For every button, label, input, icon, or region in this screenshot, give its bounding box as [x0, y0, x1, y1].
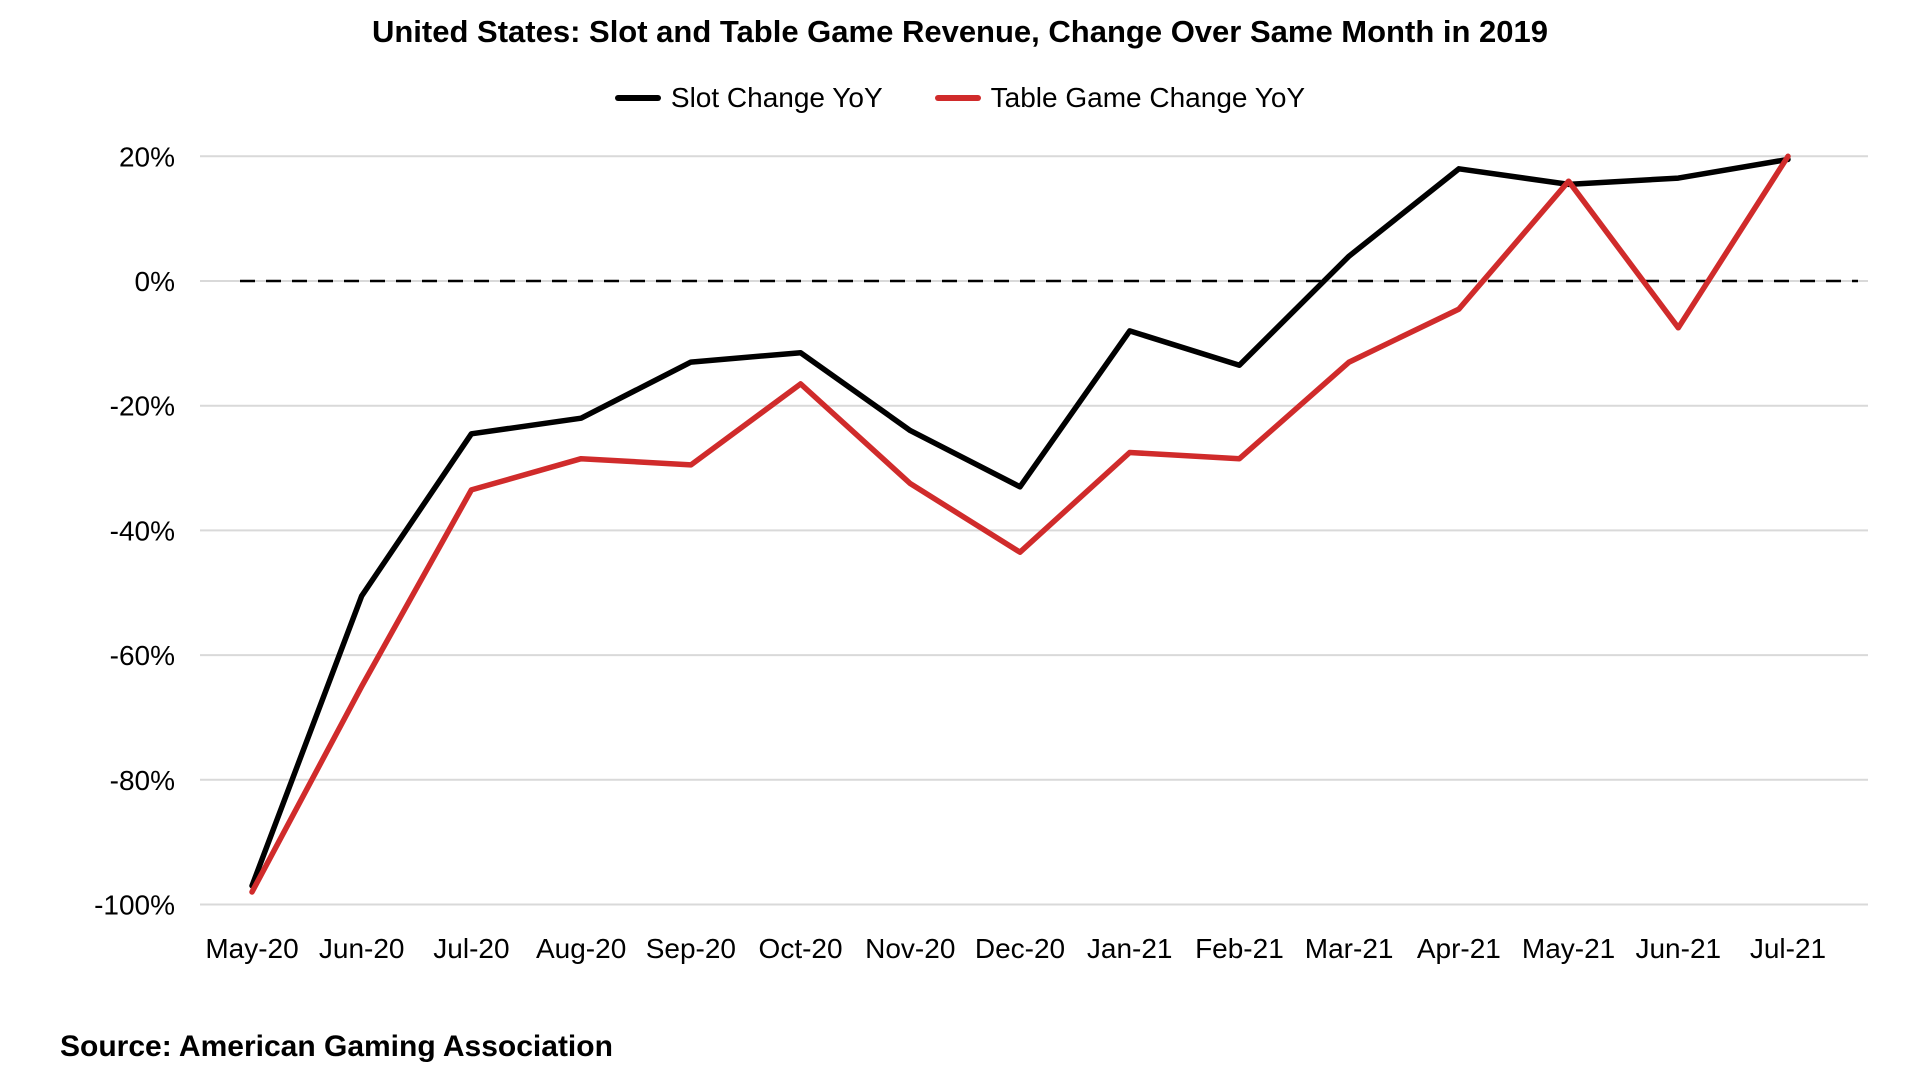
x-tick-label: Jul-21	[1750, 933, 1826, 964]
x-tick-label: Nov-20	[865, 933, 955, 964]
chart-title: United States: Slot and Table Game Reven…	[371, 14, 1548, 49]
x-tick-label: Jun-21	[1635, 933, 1721, 964]
y-tick-label: -80%	[110, 765, 175, 796]
x-tick-label: Feb-21	[1195, 933, 1284, 964]
x-tick-label: Sep-20	[646, 933, 736, 964]
x-tick-label: Jun-20	[319, 933, 405, 964]
series-line-slot	[249, 156, 1791, 889]
y-tick-label: -20%	[110, 391, 175, 422]
series-line-table-game	[249, 153, 1791, 895]
x-tick-label: Oct-20	[759, 933, 843, 964]
x-tick-label: May-20	[205, 933, 298, 964]
chart-legend: Slot Change YoY Table Game Change YoY	[0, 82, 1920, 114]
table-series-label: Table Game Change YoY	[990, 82, 1306, 113]
source-note: Source: American Gaming Association	[60, 1030, 613, 1063]
y-tick-label: -40%	[110, 515, 175, 546]
x-tick-label: Apr-21	[1417, 933, 1501, 964]
y-tick-label: 20%	[119, 141, 175, 172]
x-tick-label: Mar-21	[1305, 933, 1394, 964]
y-tick-label: -60%	[110, 640, 175, 671]
slot-series-swatch	[614, 95, 661, 101]
x-tick-label: May-21	[1522, 933, 1615, 964]
table-series-swatch	[934, 95, 981, 101]
y-tick-label: -100%	[94, 890, 175, 921]
slot-series-label: Slot Change YoY	[670, 82, 883, 113]
x-tick-label: Aug-20	[536, 933, 626, 964]
y-tick-label: 0%	[135, 266, 175, 297]
x-tick-label: Jul-20	[433, 933, 509, 964]
x-tick-label: Jan-21	[1087, 933, 1173, 964]
legend-item-table: Table Game Change YoY	[934, 82, 1306, 114]
x-tick-label: Dec-20	[975, 933, 1065, 964]
legend-item-slot: Slot Change YoY	[614, 82, 883, 114]
